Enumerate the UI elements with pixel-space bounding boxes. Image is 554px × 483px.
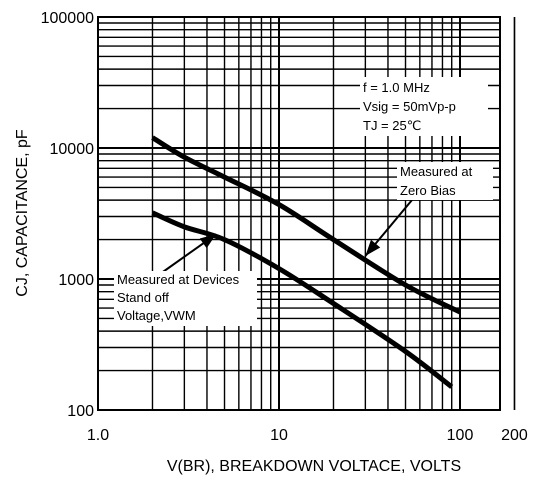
standoff-arrow-head xyxy=(199,234,217,249)
series-line-2 xyxy=(151,210,454,389)
y-tick-label: 100000 xyxy=(41,10,94,27)
x-tick-label: 10 xyxy=(270,427,288,444)
series-line-1 xyxy=(151,135,462,315)
y-tick-label: 100 xyxy=(67,403,94,420)
zero-bias-arrow-head xyxy=(365,239,381,256)
y-tick-label: 1000 xyxy=(58,272,94,289)
x-axis-title: V(BR), BREAKDOWN VOLTACE, VOLTS xyxy=(167,458,461,475)
annotation-zero-bias-line-2: Zero Bias xyxy=(400,183,456,198)
plot-frame xyxy=(97,16,501,411)
annotation-zero-bias: Measured at Zero Bias xyxy=(397,162,493,200)
annotation-conditions-line-2: Vsig = 50mVp-p xyxy=(363,99,456,114)
annotation-standoff-line-1: Measured at Devices xyxy=(117,272,240,287)
annotation-conditions-line-1: f = 1.0 MHz xyxy=(363,80,430,95)
x-tick-label: 200 xyxy=(501,427,528,444)
annotation-arrows xyxy=(159,199,413,275)
series-layer xyxy=(151,135,462,389)
x-tick-label: 100 xyxy=(447,427,474,444)
y-axis-title: CJ, CAPACITANCE, pF xyxy=(14,129,31,297)
grid xyxy=(97,17,516,411)
annotation-conditions: f = 1.0 MHz Vsig = 50mVp-p TJ = 25℃ xyxy=(360,77,488,136)
annotation-standoff-line-2: Stand off xyxy=(117,290,169,305)
annotation-conditions-line-3: TJ = 25℃ xyxy=(363,118,421,133)
annotation-standoff-line-3: Voltage,VWM xyxy=(117,308,196,323)
annotation-zero-bias-line-1: Measured at xyxy=(400,164,473,179)
y-tick-label: 10000 xyxy=(50,141,95,158)
annotation-standoff: Measured at Devices Stand off Voltage,VW… xyxy=(114,271,257,326)
x-tick-label: 1.0 xyxy=(87,427,109,444)
tick-labels: 1.0 10 100 200 100 1000 10000 100000 xyxy=(41,10,528,444)
